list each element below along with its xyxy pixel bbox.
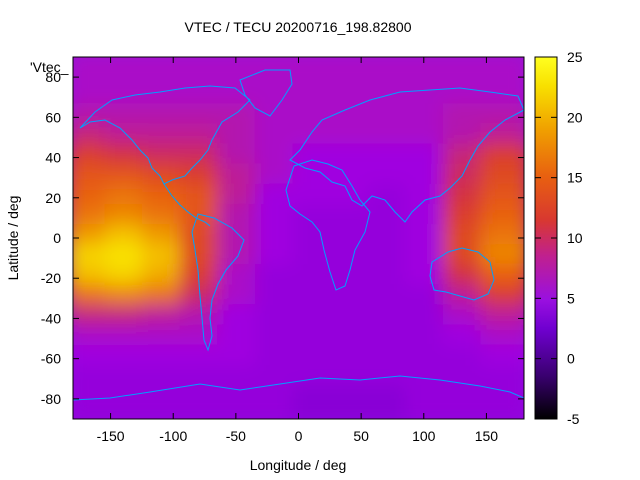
y-tick-label: -60 — [41, 351, 61, 367]
coastlines — [73, 69, 524, 401]
y-tick-label: 0 — [53, 230, 61, 246]
coastline-africa — [285, 159, 371, 291]
coastline-greenland — [239, 69, 293, 117]
colorbar-tick-label: 25 — [567, 49, 583, 65]
colorbar-ticks: -5 0 5 10 15 20 25 — [535, 49, 583, 427]
y-axis-ticks: -80 -60 -40 -20 0 20 40 60 80 — [41, 69, 524, 407]
coastline-antarctica — [73, 375, 524, 401]
coastline-south-america — [191, 213, 245, 352]
colorbar-tick-label: 15 — [567, 170, 583, 186]
x-tick-label: -150 — [97, 428, 125, 444]
y-tick-label: -40 — [41, 310, 61, 326]
coastline-central-america — [163, 183, 211, 227]
colorbar-tick-label: -5 — [567, 411, 580, 427]
y-axis-label: Latitude / deg — [5, 196, 21, 281]
colorbar-tick-label: 10 — [567, 230, 583, 246]
x-axis-label: Longitude / deg — [250, 457, 347, 473]
heatmap-area — [73, 57, 524, 419]
y-tick-label: 80 — [45, 69, 61, 85]
y-tick-label: -20 — [41, 270, 61, 286]
heatmap-cells — [73, 57, 524, 419]
colorbar-tick-label: 20 — [567, 109, 583, 125]
x-tick-label: -100 — [159, 428, 187, 444]
colorbar-tick-label: 5 — [567, 290, 575, 306]
x-tick-label: 150 — [475, 428, 499, 444]
coastline-north-america — [79, 85, 251, 185]
y-tick-label: 20 — [45, 190, 61, 206]
x-axis-ticks: -150 -100 -50 0 50 100 150 — [97, 57, 499, 444]
y-tick-label: 40 — [45, 150, 61, 166]
legend-key-text: 'Vtec_ — [30, 59, 69, 75]
y-tick-label: -80 — [41, 391, 61, 407]
colorbar-tick-label: 0 — [567, 351, 575, 367]
x-tick-label: -50 — [226, 428, 246, 444]
chart-title: VTEC / TECU 20200716_198.82800 — [184, 19, 411, 35]
x-tick-label: 100 — [412, 428, 436, 444]
heatmap-cell — [480, 57, 524, 84]
x-tick-label: 0 — [295, 428, 303, 444]
y-tick-label: 60 — [45, 109, 61, 125]
coastline-eurasia — [289, 87, 524, 223]
x-tick-label: 50 — [353, 428, 369, 444]
coastline-australia — [429, 247, 495, 301]
